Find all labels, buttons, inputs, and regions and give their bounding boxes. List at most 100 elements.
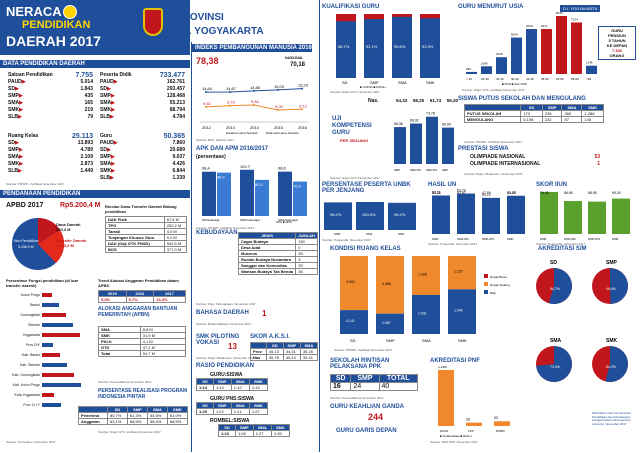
- region-bar: [42, 403, 61, 407]
- kualifikasi-legend: ■ <D4/S1 ■ D4/S1+: [360, 85, 387, 88]
- peserta-value: 128.468: [166, 93, 185, 99]
- province-name: D.I. YOGYAKARTA: [176, 26, 264, 37]
- ipm-title: INDEKS PEMBANGUNAN MANUSIA 2016: [192, 44, 312, 52]
- kebudayaan-row: Warisan Budaya Tak Benda 36: [237, 268, 318, 275]
- usia-value: 2318: [496, 52, 503, 56]
- rasio-gp-cell: 1:25: [196, 408, 214, 415]
- arrow-icon: ▶: [14, 140, 19, 146]
- ipm-label-mid: 9,84: [251, 99, 260, 104]
- pnf-bar-chart: 1.069 PAUD 26 LKP 53 PKBM ■ Terakreditasi ■ Be…: [438, 366, 510, 438]
- pnf-value: 53: [494, 416, 498, 420]
- pnf-bar: [438, 370, 454, 426]
- uk-bar-chart: 66,36 SMP 68,92 SMA IPA 73,78 SMA IPS 66,00 SMK: [394, 112, 454, 172]
- akr-sm-title: AKREDITASI S/M: [538, 246, 587, 252]
- satuan-level: SLB: [8, 114, 18, 120]
- arrow-icon: ▶: [111, 168, 115, 174]
- ipm-label-top: 15,03: [274, 84, 285, 89]
- satuan-level: PAUD: [8, 79, 22, 85]
- pip-header-row: SD SMP SMA SMK: [78, 406, 189, 413]
- rintisan-header-cell: SD: [329, 374, 352, 383]
- kondisi-legend-swatch: [484, 290, 488, 294]
- uk-value: 66,00: [442, 123, 451, 127]
- apk-group-label: SD/sederajat: [202, 218, 220, 222]
- ruang-left: SMK▶: [8, 161, 23, 168]
- unbk-level: SMK: [398, 232, 405, 236]
- kondisi-level: SMA: [422, 338, 431, 343]
- rasio-rs-cell: 1:28: [234, 430, 254, 437]
- kondisi-source: Sumber: PDSPK, Verifikasi November 2017: [334, 348, 393, 352]
- pie-slice-dana-daerah: [38, 217, 60, 244]
- kondisi-bar-rusak: [448, 256, 476, 290]
- unbk-level: SMP: [334, 232, 341, 236]
- arrow-icon: ▶: [110, 93, 115, 99]
- arrow-icon: ▶: [18, 93, 23, 99]
- apk-value: 98,4: [202, 166, 211, 171]
- satuan-level: SMP: [8, 93, 19, 99]
- rintisan-header-cell: TOTAL: [378, 374, 418, 383]
- ruang-value: 13.893: [77, 140, 93, 146]
- kondisi-legend-swatch: [484, 282, 488, 286]
- kualifikasi-bar-chart: 88,7% SD 92,1% SMP 95,6% SMA 93,3% SMK ■ <D4/S1 …: [336, 14, 440, 88]
- hasil-un-cat: SMP: [432, 237, 439, 241]
- putus-cell: 57: [561, 116, 583, 123]
- region-bar: [42, 343, 53, 347]
- arrow-icon: ▶: [106, 147, 111, 153]
- pip-cell: Anggaran: [78, 418, 108, 425]
- rintisan-row: 16 24 40: [329, 382, 418, 391]
- ipm-source: Sumber: BPS, Oktober 2017: [196, 138, 235, 142]
- guru-row: SMK▶ 6.844: [100, 168, 185, 175]
- arrow-icon: ▶: [111, 100, 115, 106]
- hasil-un-bar: [457, 193, 475, 234]
- uk-nas-value: 58,25: [412, 98, 425, 103]
- iiun-cat: SMA IPS: [588, 237, 600, 241]
- rasio-gs-cell: 1:13: [248, 384, 269, 391]
- kondisi-bar-baik: [412, 294, 440, 334]
- peserta-row: SLB▶ 4.784: [100, 114, 185, 121]
- rintisan-table: SD SMP TOTAL 16 24 40: [329, 374, 418, 391]
- apk-bar: [202, 171, 216, 216]
- kondisi-baik-value: 1.031: [418, 311, 427, 315]
- kondisi-baik-value: 1.549: [454, 309, 463, 313]
- rincian-cell: 377,0 M: [163, 246, 188, 253]
- satuan-value: 435: [84, 93, 93, 99]
- uk-title-line: GURU: [332, 130, 350, 136]
- pip-cell: 68,5%: [166, 418, 189, 425]
- unbk-bar: [388, 203, 416, 230]
- usia-bar: [541, 29, 552, 74]
- arrow-icon: ▶: [106, 86, 111, 92]
- kondisi-rusak-value: 1.028: [418, 272, 427, 276]
- usia-cat: < 26: [466, 77, 472, 81]
- rintisan-cell: 24: [350, 382, 380, 391]
- keahlian-title: GURU KEAHLIAN GANDA: [330, 404, 404, 410]
- usia-note-line: ORANG: [609, 53, 625, 58]
- bantuan-row: Total 94,7 M: [98, 350, 187, 357]
- kebudayaan-cell: Rumah Budaya Nusantara: [237, 256, 297, 263]
- region-row: Prov. D.I.Y: [6, 400, 86, 410]
- arrow-icon: ▶: [111, 107, 115, 113]
- kualifikasi-bar-high: [336, 21, 356, 78]
- usia-source: Sumber: Ditjen GTK, Verifikasi November …: [462, 88, 525, 92]
- arrow-icon: ▶: [19, 154, 23, 160]
- pie-legend: Dana Daerah 530,3 M Transfer Daerah 1.23…: [56, 222, 86, 248]
- kondisi-level: SD: [350, 338, 356, 343]
- satuan-row: SMP▶ 435: [8, 93, 93, 100]
- guru-left: SD▶: [100, 147, 111, 154]
- uk-level: SMP: [394, 168, 400, 172]
- ipm-label-top: 14,85: [250, 85, 261, 90]
- ipm-label-mid: 9,73: [227, 100, 236, 105]
- usia-value: 1066: [481, 61, 488, 65]
- guru-left: SMK▶: [100, 168, 115, 175]
- usia-value: 1148: [586, 61, 593, 65]
- arrow-icon: ▶: [110, 175, 114, 181]
- guru-value: 4.426: [172, 161, 185, 167]
- kualifikasi-level: SMK: [426, 80, 435, 85]
- putus-cell: MENGULANG: [463, 116, 522, 123]
- putus-title: SISWA PUTUS SEKOLAH DAN MENGULANG: [458, 96, 586, 102]
- aksi-table: SD SMP SMA Prov 45,13 34,31 36,26 Nas 45,78 40,14…: [250, 342, 319, 361]
- ruang-left: SMA▶: [8, 154, 23, 161]
- region-label: Kab. Kulon Progo: [12, 383, 40, 387]
- peserta-row: SMP▶ 128.468: [100, 93, 185, 100]
- satuan-value: 79: [87, 114, 93, 120]
- rintisan-title: SEKOLAH RINTISAN PELAKSANA PPK: [330, 358, 390, 370]
- iiun-bar: [588, 201, 606, 234]
